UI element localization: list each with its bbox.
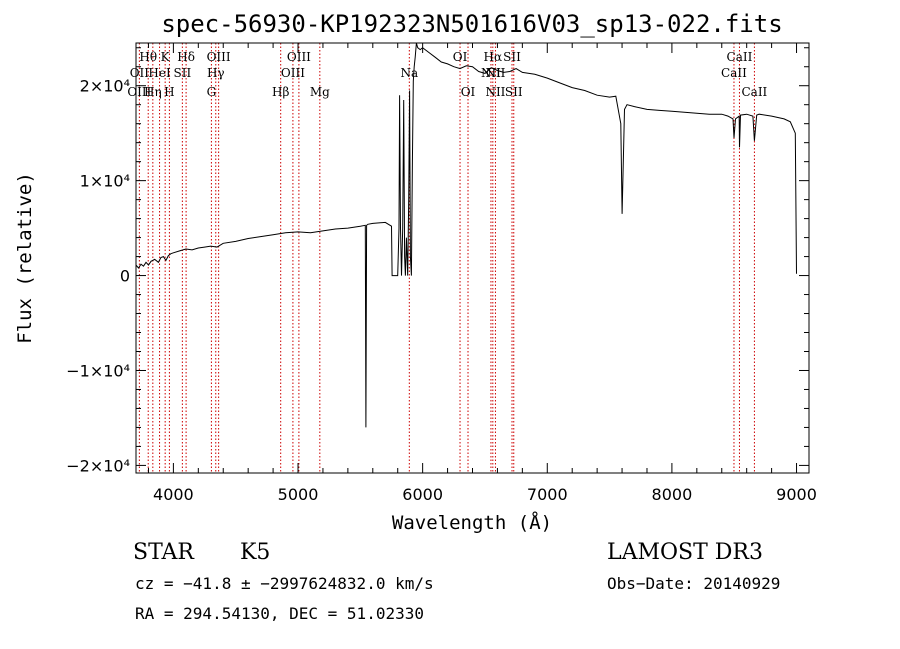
line-label: Hβ [272,85,289,99]
line-label: CaII [741,85,767,99]
x-tick-label: 7000 [527,485,568,504]
x-axis-label: Wavelength (Å) [392,511,552,534]
line-label: OII [130,66,150,80]
plot-frame [135,42,810,474]
object-type: STAR [133,540,195,565]
line-label: Hθ [139,50,157,64]
spectrum-line [135,42,797,428]
x-tick-label: 4000 [153,485,194,504]
x-tick-label: 6000 [402,485,443,504]
y-tick-label: 0 [120,267,130,286]
line-label: OIII [281,66,305,80]
y-tick-label: 1×10⁴ [80,172,130,191]
x-tick-label: 9000 [776,485,817,504]
line-label: HeI [148,66,171,80]
line-label: NII [485,66,505,80]
line-label: Hγ [207,66,225,80]
line-label: K [161,50,171,64]
survey-name: LAMOST DR3 [607,540,763,565]
line-label: CaII [721,66,747,80]
line-label: G [207,85,217,99]
line-label: SII [503,50,521,64]
line-label: OI [461,85,476,99]
emission-line-markers [138,43,755,473]
line-label: Hδ [177,50,195,64]
line-label: SII [505,85,523,99]
x-axis: 4000 5000 6000 7000 8000 9000 [147,43,817,504]
line-label: OIII [207,50,231,64]
line-label: Na [400,66,418,80]
x-tick-label: 5000 [278,485,319,504]
line-label: Mg [310,85,330,99]
line-label: OI [453,50,468,64]
line-label: H [164,85,174,99]
observation-date: Obs−Date: 20140929 [607,574,780,593]
y-axis: −2×10⁴ −1×10⁴ 0 1×10⁴ 2×10⁴ [66,47,809,475]
line-label: Hη [144,85,162,99]
subclass: K5 [240,540,270,565]
y-tick-label: −2×10⁴ [66,456,130,475]
y-tick-label: 2×10⁴ [80,77,130,96]
line-label: CaII [727,50,753,64]
redshift-info: cz = −41.8 ± −2997624832.0 km/s [135,574,434,593]
line-label: OIII [127,85,151,99]
x-tick-label: 8000 [652,485,693,504]
chart-title: spec-56930-KP192323N501616V03_sp13-022.f… [161,10,782,38]
line-label: Hα [484,50,503,64]
y-tick-label: −1×10⁴ [66,361,130,380]
line-label: SII [174,66,192,80]
coordinates: RA = 294.54130, DEC = 51.02330 [135,604,424,623]
line-label: NII [485,85,505,99]
line-label: OIII [287,50,311,64]
y-axis-label: Flux (relative) [14,172,36,344]
